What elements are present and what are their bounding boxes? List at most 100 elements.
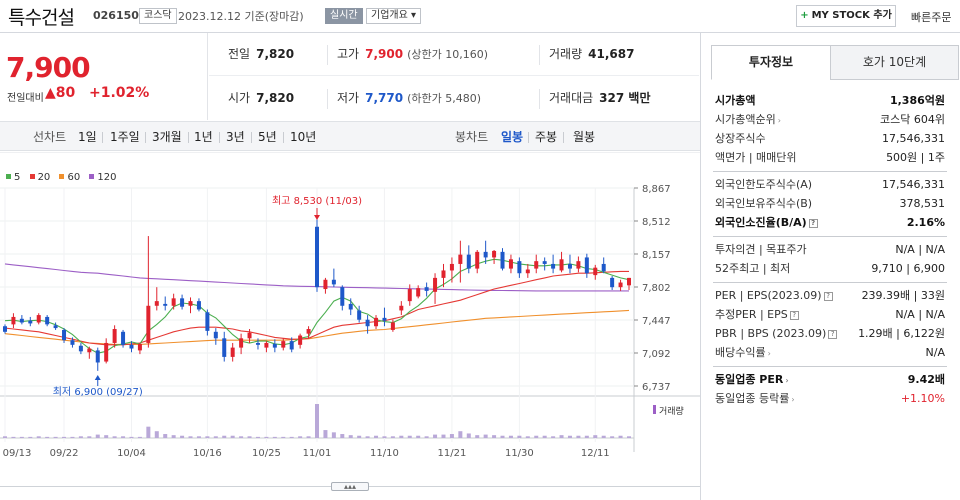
volume-bar — [542, 435, 547, 438]
stock-name: 특수건설 — [8, 7, 75, 29]
high-label: 고가 — [337, 47, 360, 61]
realtime-button[interactable]: 실시간 — [325, 8, 363, 24]
line-chart-label[interactable]: 선차트 — [33, 130, 67, 144]
info-label: 추정PER | EPS? — [715, 305, 799, 324]
volume-bar — [627, 436, 631, 438]
candle-body — [534, 261, 539, 269]
candle-body — [36, 315, 41, 323]
candle-body — [382, 317, 387, 321]
candle-body — [483, 251, 488, 258]
info-row[interactable]: PBR | BPS (2023.09)? 1.29배 | 6,122원 — [713, 324, 947, 343]
info-label: 시가총액순위 › — [715, 113, 781, 126]
info-row: 52주최고 | 최저 9,710 | 6,900 — [713, 259, 947, 278]
arrow-right-icon[interactable]: › — [767, 349, 771, 358]
ma-line-20 — [4, 270, 629, 346]
volume-bar — [399, 435, 404, 438]
quick-order-button[interactable]: 빠른주문 — [911, 11, 952, 24]
candle-body — [112, 329, 117, 343]
tab-investment-info[interactable]: 투자정보 — [711, 45, 831, 80]
candle-body — [348, 303, 353, 310]
period-1d[interactable]: 1일 — [78, 130, 97, 144]
candle-body — [28, 320, 33, 324]
diff-value: ▲80 — [45, 85, 76, 101]
diff-label: 전일대비 — [7, 93, 44, 104]
add-mystock-button[interactable]: + MY STOCK 추가 — [796, 5, 896, 27]
candle-body — [407, 289, 412, 302]
info-row[interactable]: 동일업종 등락률 › +1.10% — [713, 389, 947, 408]
panel-tabs: 투자정보 호가 10단계 — [711, 45, 959, 80]
candle-body — [230, 347, 235, 357]
chart-scroll-handle[interactable]: ▴▴▴ — [331, 482, 369, 491]
candle-body — [213, 331, 218, 339]
info-row[interactable]: 시가총액순위 › 코스닥 604위 — [713, 110, 947, 129]
summary-row: 전일 7,820 고가 7,900 (상한가 10,160) 거래량 41,687 — [209, 33, 699, 76]
arrow-right-icon[interactable]: › — [785, 376, 789, 385]
info-row: 투자의견 | 목표주가 N/A | N/A — [713, 240, 947, 259]
candle-monthly[interactable]: 월봉 — [573, 130, 596, 144]
x-tick-label: 10/04 — [117, 448, 146, 459]
open-value: 7,820 — [256, 91, 295, 105]
candle-weekly[interactable]: 주봉 — [535, 130, 558, 144]
candle-chart-label[interactable]: 봉차트 — [455, 130, 489, 144]
high-cell: 고가 7,900 (상한가 10,160) — [337, 33, 488, 76]
candle-body — [70, 340, 75, 345]
period-5y[interactable]: 5년 — [258, 130, 277, 144]
chart-legend: 5 20 60 120 — [4, 172, 121, 183]
candle-body — [281, 341, 286, 348]
info-row[interactable]: 외국인소진율(B/A)? 2.16% — [713, 213, 947, 232]
amount-cell: 거래대금 327 백만 — [549, 77, 650, 120]
candle-body — [331, 279, 336, 285]
info-row[interactable]: 동일업종 PER › 9.42배 — [713, 370, 947, 389]
volume-bar — [104, 435, 109, 438]
info-row: 시가총액 1,386억원 — [713, 91, 947, 110]
volume-bar — [517, 435, 522, 438]
info-label: 투자의견 | 목표주가 — [715, 243, 807, 256]
help-icon[interactable]: ? — [808, 219, 818, 228]
max-arrow-icon — [314, 215, 320, 220]
high-value: 7,900 — [365, 47, 404, 61]
info-value: 9.42배 — [907, 373, 945, 386]
candle-body — [3, 326, 7, 332]
volume-bar — [87, 436, 92, 438]
info-value: 1,386억원 — [889, 94, 945, 107]
candle-body — [433, 277, 438, 292]
volume-bar — [610, 436, 615, 438]
volume-bar — [382, 436, 387, 438]
stock-chart[interactable]: 5 20 60 120 8,867 8,512 8,157 7,802 7,447 7,0… — [0, 152, 700, 482]
info-row[interactable]: 배당수익률 › N/A — [713, 343, 947, 362]
investment-info-list: 시가총액 1,386억원 시가총액순위 › 코스닥 604위 상장주식수 17,546,33… — [713, 88, 947, 412]
help-icon[interactable]: ? — [823, 292, 833, 301]
volume-bar — [340, 434, 345, 438]
help-icon[interactable]: ? — [828, 330, 838, 339]
company-info-dropdown[interactable]: 기업개요 ▾ — [366, 8, 421, 24]
volume-value: 41,687 — [588, 47, 635, 61]
candle-body — [146, 305, 151, 343]
volume-bar — [323, 430, 328, 438]
volume-bar — [424, 436, 429, 438]
arrow-right-icon[interactable]: › — [777, 116, 781, 125]
volume-cell: 거래량 41,687 — [549, 33, 634, 76]
tab-hoga-10[interactable]: 호가 10단계 — [830, 45, 959, 80]
period-3m[interactable]: 3개월 — [152, 130, 182, 144]
period-10y[interactable]: 10년 — [290, 130, 317, 144]
candle-body — [449, 263, 454, 271]
candle-body — [264, 342, 269, 348]
volume-bar — [298, 436, 303, 438]
info-group: 시가총액 1,386억원 시가총액순위 › 코스닥 604위 상장주식수 17,546,33… — [713, 88, 947, 172]
info-value: 17,546,331 — [882, 132, 945, 145]
candle-body — [255, 342, 260, 345]
info-value: 2.16% — [906, 216, 945, 229]
candle-daily[interactable]: 일봉 — [501, 130, 524, 144]
stock-header: 특수건설 026150 코스닥 2023.12.12 기준(장마감) 실시간 기… — [0, 0, 960, 33]
period-1w[interactable]: 1주일 — [110, 130, 140, 144]
help-icon[interactable]: ? — [789, 311, 799, 320]
arrow-right-icon[interactable]: › — [791, 395, 795, 404]
volume-bar — [508, 435, 513, 438]
period-1y[interactable]: 1년 — [194, 130, 213, 144]
candle-body — [95, 350, 100, 363]
period-3y[interactable]: 3년 — [226, 130, 245, 144]
candle-body — [357, 310, 362, 320]
info-row[interactable]: PER | EPS(2023.09)? 239.39배 | 33원 — [713, 286, 947, 305]
candle-body — [45, 316, 50, 325]
info-row[interactable]: 추정PER | EPS? N/A | N/A — [713, 305, 947, 324]
